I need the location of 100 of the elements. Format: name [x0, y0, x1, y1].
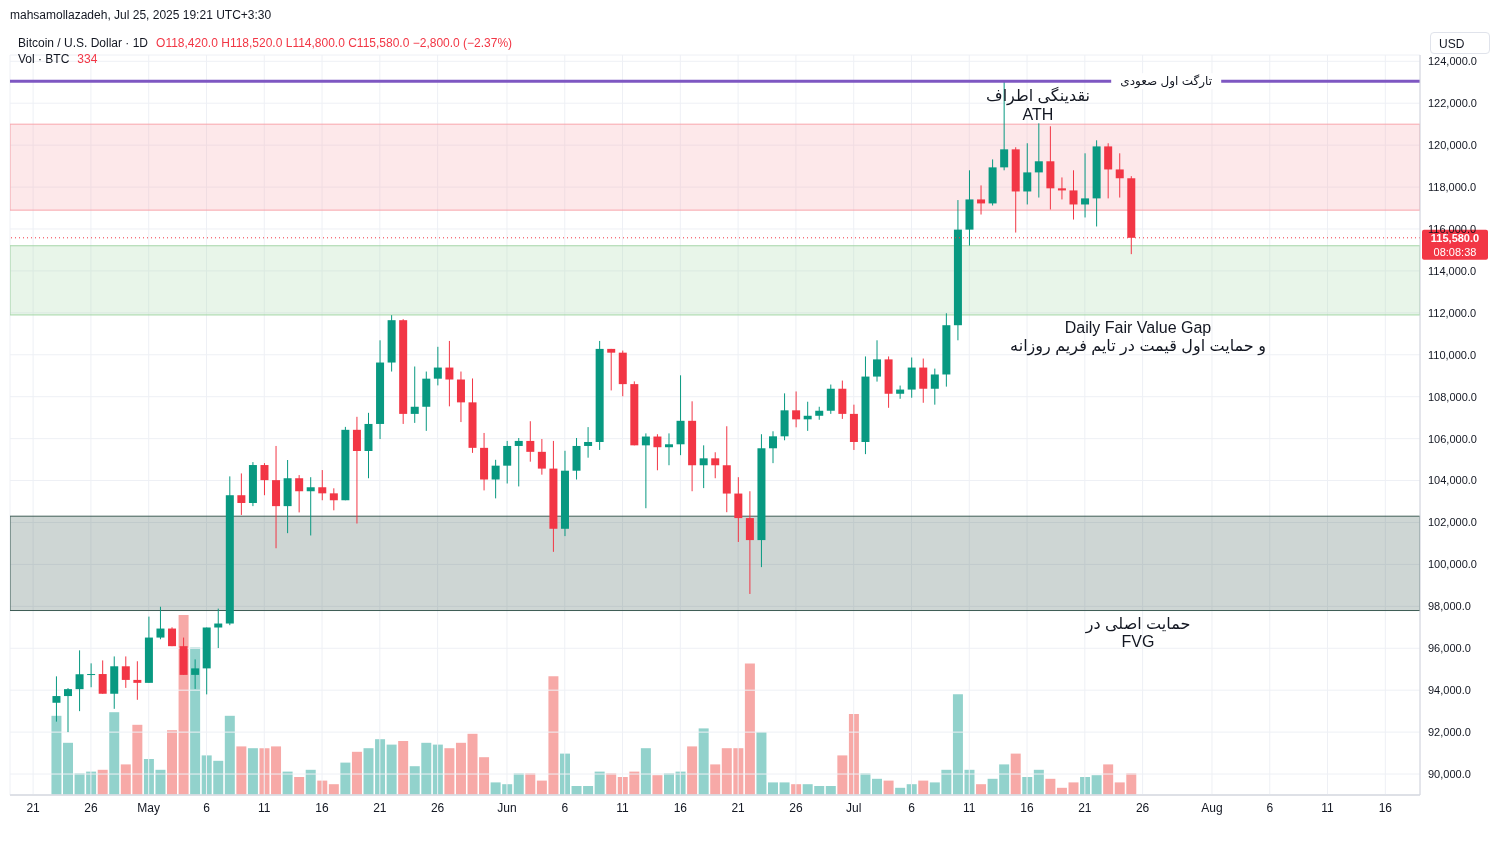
bar — [1091, 775, 1102, 795]
bar — [1045, 778, 1056, 795]
candlestick — [191, 658, 200, 690]
bar — [247, 748, 258, 795]
text: mahsamollazadeh, Jul 25, 2025 19:21 UTC+3:30 — [10, 8, 272, 22]
candlestick — [445, 340, 454, 407]
candlestick — [237, 472, 246, 516]
x-tick-label: 16 — [673, 800, 688, 815]
candlestick — [699, 444, 708, 489]
candlestick — [1069, 169, 1078, 221]
candlestick — [133, 660, 142, 701]
candlestick — [295, 474, 304, 513]
candlestick — [306, 476, 315, 536]
bar — [351, 751, 362, 795]
candlestick — [318, 469, 327, 501]
y-tick-label: 124,000.0 — [1428, 55, 1477, 68]
x-tick-label: 11 — [258, 800, 271, 815]
candlestick — [491, 459, 500, 499]
y-tick-label: 102,000.0 — [1428, 516, 1477, 529]
x-tick-label: 11 — [963, 800, 976, 815]
candlestick — [711, 451, 720, 479]
bar — [768, 782, 779, 795]
candlestick — [75, 649, 84, 712]
candlestick — [1115, 152, 1124, 199]
x-tick-label: May — [137, 800, 161, 815]
candlestick — [584, 426, 593, 459]
ref-line-label: تارگت اول صعودی — [1120, 74, 1213, 90]
candlestick — [1034, 122, 1043, 199]
bar — [444, 748, 455, 795]
bar — [687, 746, 698, 795]
x-tick-label: 21 — [26, 800, 41, 815]
bar — [294, 777, 305, 795]
candlestick — [745, 490, 754, 595]
bar — [698, 728, 709, 795]
y-tick-label: 122,000.0 — [1428, 97, 1477, 110]
candlestick — [514, 437, 523, 487]
text: O118,420.0 H118,520.0 L114,800.0 C115,580.0 −2,800.0 (−2.37%) — [156, 36, 513, 50]
x-tick-label: 6 — [561, 800, 569, 815]
annotation: 334 — [77, 52, 98, 66]
bar — [51, 715, 62, 795]
candlestick — [121, 655, 130, 689]
x-tick-label: 6 — [203, 800, 211, 815]
bar — [872, 778, 883, 795]
candlestick — [64, 687, 73, 733]
y-tick-label: 90,000.0 — [1428, 767, 1471, 780]
x-tick-label: 21 — [1078, 800, 1092, 815]
bar — [710, 764, 721, 795]
chart-title: Vol · BTC — [18, 52, 70, 66]
candlestick — [329, 487, 338, 511]
candlestick — [456, 371, 465, 423]
x-tick-label: 16 — [1020, 800, 1035, 815]
candlestick — [769, 430, 778, 464]
y-tick-label: 100,000.0 — [1428, 558, 1477, 571]
bar — [837, 755, 848, 795]
bar — [1103, 764, 1114, 795]
x-tick-label: 16 — [315, 800, 330, 815]
y-tick-label: 108,000.0 — [1428, 390, 1477, 403]
candlestick — [526, 420, 535, 463]
candlestick — [156, 606, 165, 640]
candlestick — [896, 385, 905, 400]
bar — [167, 730, 178, 795]
candlestick — [537, 438, 546, 476]
x-tick-label: 26 — [789, 800, 803, 815]
bar — [883, 780, 894, 795]
candlestick — [907, 357, 916, 399]
bar — [918, 780, 929, 795]
x-tick-label: 11 — [616, 800, 630, 815]
candlestick — [641, 432, 650, 509]
y-tick-label: 120,000.0 — [1428, 139, 1477, 152]
bar — [386, 744, 397, 795]
x-tick-label: 6 — [908, 800, 916, 815]
candlestick — [1104, 142, 1113, 199]
x-tick-label: 26 — [1135, 800, 1150, 815]
bar — [976, 784, 987, 795]
y-axis-title: USD — [1430, 32, 1490, 54]
candlestick — [653, 433, 662, 471]
x-tick-label: Jun — [497, 800, 517, 815]
candlestick — [1023, 142, 1032, 205]
candlestick — [792, 390, 801, 428]
candlestick — [873, 339, 882, 383]
candlestick — [676, 374, 685, 456]
candlestick — [664, 432, 673, 466]
candlestick — [87, 662, 96, 688]
bar — [756, 732, 767, 795]
bar — [236, 746, 247, 795]
y-tick-label: 114,000.0 — [1428, 264, 1477, 277]
bar — [328, 784, 339, 795]
bar — [744, 663, 755, 795]
y-tick-label: 104,000.0 — [1428, 474, 1477, 487]
candlestick — [607, 348, 616, 391]
bar — [640, 748, 651, 795]
candlestick — [352, 416, 361, 525]
candlestick — [410, 366, 419, 424]
bar — [224, 715, 235, 795]
candlestick — [214, 608, 223, 649]
x-tick-label: 21 — [373, 800, 387, 815]
candlestick — [977, 184, 986, 216]
candlestick — [260, 462, 269, 496]
bar — [1010, 753, 1021, 795]
y-tick-label: 118,000.0 — [1428, 180, 1477, 193]
